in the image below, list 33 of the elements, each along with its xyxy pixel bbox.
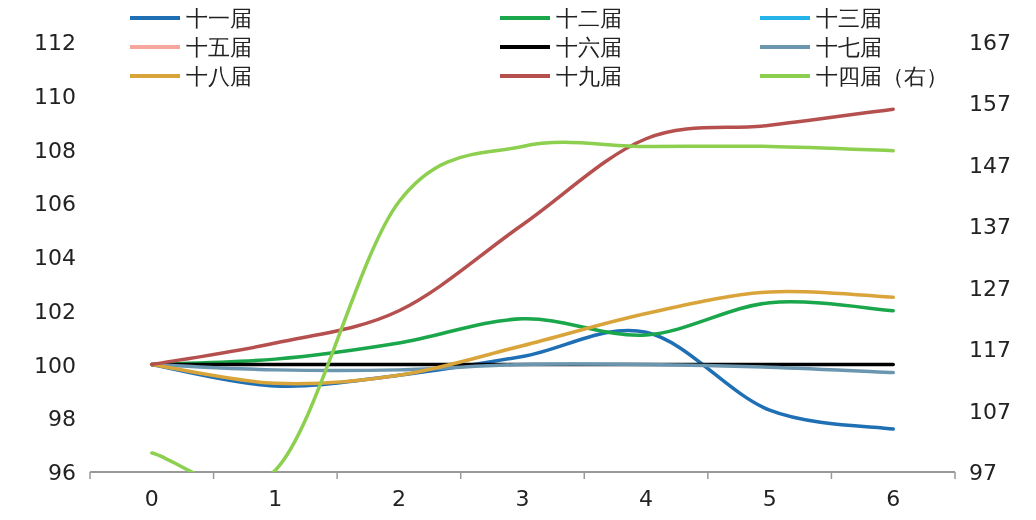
y-tick-label: 112 [34,30,76,55]
legend-label: 十八届 [186,64,252,89]
x-tick-label: 5 [762,486,777,511]
y2-tick-label: 117 [969,337,1011,363]
y2-tick-label: 97 [969,460,997,485]
y-tick-label: 110 [34,83,76,109]
y2-tick-label: 167 [969,30,1011,55]
x-tick-label: 0 [144,486,159,511]
x-tick-label: 1 [268,486,283,511]
y-tick-label: 98 [48,406,76,432]
y2-tick-label: 107 [969,398,1011,424]
y-tick-label: 106 [34,191,76,217]
legend-label: 十一届 [186,6,252,31]
y-tick-label: 96 [48,460,76,485]
x-tick-label: 6 [886,486,901,511]
y-tick-label: 100 [34,352,76,378]
legend-label: 十九届 [556,64,622,89]
y-tick-label: 108 [34,137,76,163]
legend-label: 十四届（右） [816,64,948,89]
x-tick-label: 2 [391,486,406,511]
legend-label: 十三届 [816,6,882,31]
y-tick-label: 104 [34,245,76,270]
y-tick-label: 102 [34,298,76,324]
legend-label: 十七届 [816,35,882,60]
y2-tick-label: 147 [969,152,1011,178]
x-tick-label: 4 [639,486,654,511]
y2-tick-label: 127 [969,275,1011,301]
x-tick-label: 3 [515,486,530,511]
legend-label: 十五届 [186,35,252,60]
legend-label: 十六届 [556,35,622,60]
y2-tick-label: 157 [969,91,1011,117]
y2-tick-label: 137 [969,214,1011,240]
legend-label: 十二届 [556,6,622,31]
